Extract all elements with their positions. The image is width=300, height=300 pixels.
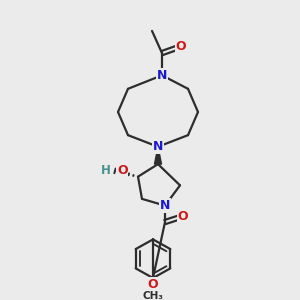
Text: N: N (157, 69, 167, 82)
Text: H: H (101, 164, 111, 177)
Text: N: N (153, 140, 163, 153)
Text: O: O (178, 210, 188, 223)
Text: O: O (148, 278, 158, 291)
Text: O: O (117, 164, 128, 177)
Text: O: O (176, 40, 186, 53)
Text: N: N (160, 199, 170, 212)
Polygon shape (154, 147, 161, 164)
Text: CH₃: CH₃ (142, 291, 164, 300)
